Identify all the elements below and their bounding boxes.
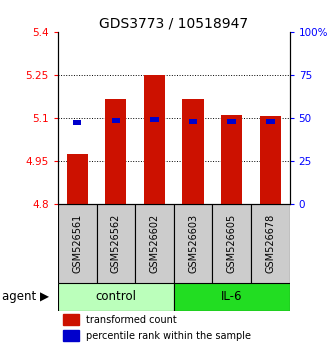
Bar [251,204,290,282]
Text: GSM526602: GSM526602 [150,213,160,273]
Bar [112,118,120,123]
Bar [73,120,81,125]
Bar [182,99,204,204]
Text: agent ▶: agent ▶ [2,290,49,303]
Text: percentile rank within the sample: percentile rank within the sample [86,331,251,341]
Bar [144,75,165,204]
Text: GSM526678: GSM526678 [265,213,275,273]
Bar [58,204,97,282]
Bar [221,115,242,204]
Bar [63,314,79,325]
Text: transformed count: transformed count [86,315,176,325]
Bar [174,282,290,311]
Bar [189,119,197,124]
Bar [97,204,135,282]
Bar [260,116,281,204]
Text: GSM526561: GSM526561 [72,213,82,273]
Text: GSM526605: GSM526605 [227,213,237,273]
Text: GSM526603: GSM526603 [188,213,198,273]
Bar [174,204,213,282]
Bar [150,117,159,122]
Text: IL-6: IL-6 [221,290,242,303]
Bar [227,119,236,124]
Text: GSM526562: GSM526562 [111,213,121,273]
Text: control: control [95,290,136,303]
Bar [63,331,79,341]
Bar [266,119,274,124]
Title: GDS3773 / 10518947: GDS3773 / 10518947 [99,17,248,31]
Bar [58,282,174,311]
Bar [213,204,251,282]
Bar [105,99,126,204]
Bar [135,204,174,282]
Bar [67,154,88,204]
